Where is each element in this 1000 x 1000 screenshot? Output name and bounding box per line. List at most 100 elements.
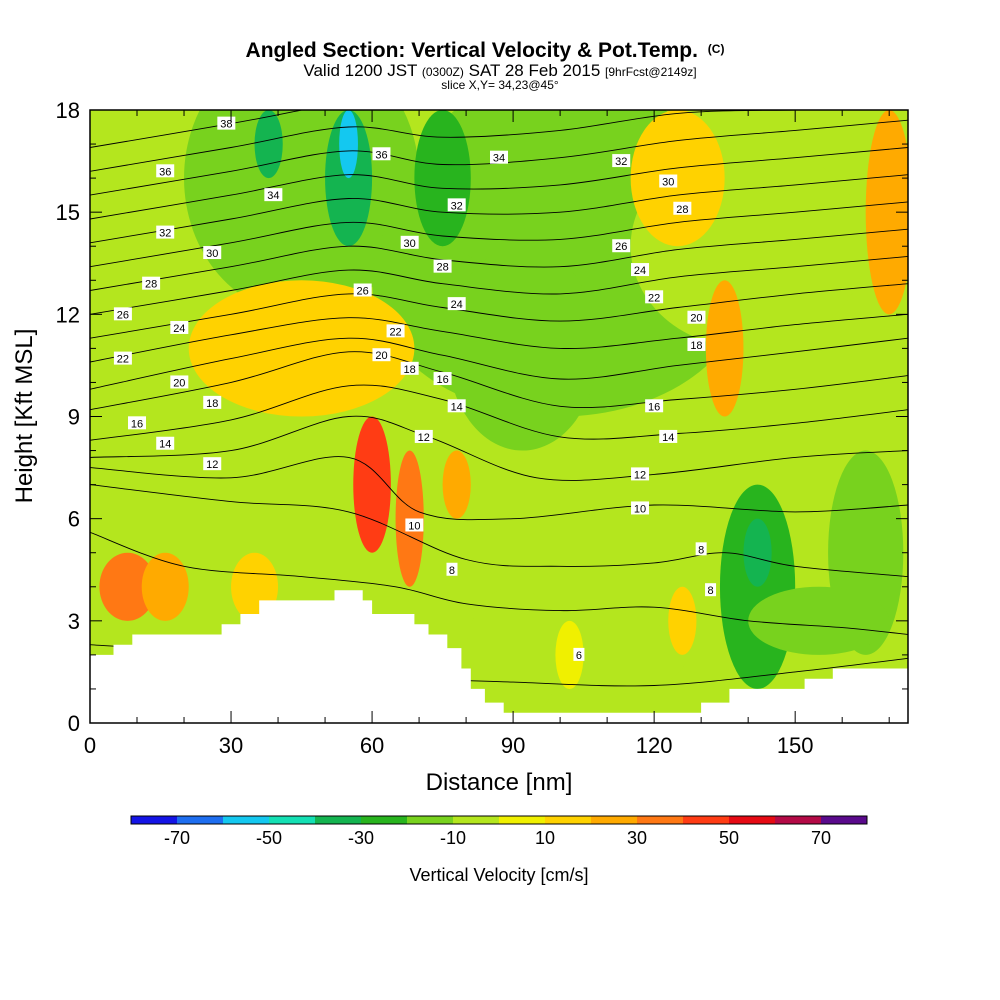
svg-text:36: 36 bbox=[159, 166, 171, 178]
svg-text:28: 28 bbox=[676, 204, 688, 216]
y-tick-label-4: 12 bbox=[56, 302, 80, 327]
svg-text:24: 24 bbox=[634, 265, 646, 277]
svg-text:24: 24 bbox=[451, 299, 463, 311]
velocity-region-26 bbox=[865, 110, 908, 315]
svg-text:8: 8 bbox=[707, 585, 713, 597]
velocity-region-6 bbox=[339, 110, 358, 179]
contour-label-40: 8 bbox=[446, 562, 458, 577]
colorbar-tick-6: 50 bbox=[719, 828, 739, 848]
colorbar-swatch-5 bbox=[361, 816, 407, 824]
svg-text:16: 16 bbox=[648, 401, 660, 413]
chart-slice-info: slice X,Y= 34,23@45° bbox=[441, 78, 559, 92]
colorbar-swatch-12 bbox=[683, 816, 729, 824]
svg-text:16: 16 bbox=[436, 374, 448, 386]
subtitle-valid: Valid 1200 JST bbox=[303, 61, 417, 80]
velocity-region-4 bbox=[447, 246, 598, 451]
svg-text:34: 34 bbox=[493, 153, 505, 165]
svg-text:8: 8 bbox=[698, 544, 704, 556]
theta-contour-18 bbox=[90, 337, 908, 390]
theta-contour-28 bbox=[90, 201, 908, 268]
svg-text:38: 38 bbox=[220, 119, 232, 131]
contour-label-32: 14 bbox=[156, 436, 175, 451]
svg-text:18: 18 bbox=[206, 398, 218, 410]
colorbar-swatch-11 bbox=[637, 816, 683, 824]
contour-label-6: 32 bbox=[447, 198, 466, 212]
colorbar-swatch-3 bbox=[269, 816, 315, 824]
svg-text:22: 22 bbox=[117, 354, 129, 366]
contour-label-12: 28 bbox=[433, 259, 452, 274]
contour-label-2: 36 bbox=[372, 147, 391, 161]
svg-text:30: 30 bbox=[206, 248, 218, 260]
y-tick-label-1: 3 bbox=[68, 609, 80, 634]
x-tick-label-5: 150 bbox=[777, 733, 814, 758]
svg-text:20: 20 bbox=[375, 350, 387, 362]
y-tick-label-3: 9 bbox=[68, 405, 80, 430]
svg-text:30: 30 bbox=[662, 177, 674, 189]
svg-text:22: 22 bbox=[389, 326, 401, 338]
svg-text:20: 20 bbox=[690, 313, 702, 325]
velocity-region-10 bbox=[574, 620, 688, 689]
velocity-region-8 bbox=[414, 110, 471, 247]
x-tick-label-0: 0 bbox=[84, 733, 96, 758]
plot-area: 38 36 36 34 34 32 32 32 30 30 30 28 28 28 26 26 26 24 24 24… bbox=[90, 110, 908, 723]
y-tick-label-5: 15 bbox=[56, 200, 80, 225]
svg-text:36: 36 bbox=[375, 149, 387, 161]
velocity-region-2 bbox=[419, 110, 702, 281]
theta-contour-12 bbox=[90, 415, 908, 481]
contour-label-36: 12 bbox=[414, 429, 433, 444]
colorbar-swatch-13 bbox=[729, 816, 775, 824]
contour-label-7: 32 bbox=[612, 154, 631, 168]
contour-label-24: 20 bbox=[372, 348, 391, 362]
svg-text:32: 32 bbox=[159, 228, 171, 240]
svg-text:26: 26 bbox=[357, 285, 369, 297]
contour-label-3: 34 bbox=[264, 188, 283, 202]
contour-label-30: 16 bbox=[433, 372, 452, 386]
y-tick-label-2: 6 bbox=[68, 507, 80, 532]
contour-label-41: 8 bbox=[695, 542, 707, 556]
contour-label-23: 20 bbox=[170, 375, 189, 389]
contour-label-19: 24 bbox=[631, 263, 650, 277]
theta-contour-8 bbox=[90, 484, 908, 578]
svg-text:26: 26 bbox=[615, 241, 627, 253]
contour-label-5: 32 bbox=[156, 225, 175, 240]
colorbar-swatch-10 bbox=[591, 816, 637, 824]
colorbar-swatch-6 bbox=[407, 816, 453, 824]
chart-title-mark: (C) bbox=[708, 42, 725, 56]
x-tick-label-2: 60 bbox=[360, 733, 384, 758]
colorbar-tick-0: -70 bbox=[164, 828, 190, 848]
theta-contours bbox=[90, 110, 908, 687]
svg-text:12: 12 bbox=[206, 459, 218, 471]
velocity-field bbox=[99, 110, 908, 723]
contour-label-35: 12 bbox=[203, 457, 222, 471]
velocity-region-14 bbox=[748, 586, 890, 655]
chart-title: Angled Section: Vertical Velocity & Pot.… bbox=[246, 39, 725, 62]
y-tick-label-0: 0 bbox=[68, 711, 80, 736]
contour-label-33: 14 bbox=[447, 399, 466, 413]
x-tick-label-1: 30 bbox=[219, 733, 243, 758]
colorbar-tick-5: 30 bbox=[627, 828, 647, 848]
contour-label-21: 22 bbox=[386, 324, 405, 338]
velocity-region-7 bbox=[254, 110, 283, 179]
svg-text:14: 14 bbox=[159, 439, 171, 451]
velocity-region-25 bbox=[705, 280, 744, 417]
contour-label-18: 24 bbox=[447, 297, 466, 311]
contour-label-0: 38 bbox=[217, 116, 236, 131]
velocity-region-27 bbox=[555, 620, 584, 689]
svg-text:20: 20 bbox=[173, 377, 185, 389]
colorbar-tick-1: -50 bbox=[256, 828, 282, 848]
theta-contour-6 bbox=[90, 531, 908, 635]
theta-contour-20 bbox=[90, 313, 908, 363]
colorbar-tick-3: -10 bbox=[440, 828, 466, 848]
theta-contour-10 bbox=[90, 456, 908, 521]
subtitle-date: SAT 28 Feb 2015 bbox=[469, 61, 601, 80]
svg-text:26: 26 bbox=[117, 309, 129, 321]
velocity-region-24 bbox=[630, 110, 725, 247]
colorbar-tick-4: 10 bbox=[535, 828, 555, 848]
colorbar-swatch-9 bbox=[545, 816, 591, 824]
contour-label-16: 26 bbox=[612, 239, 631, 253]
terrain bbox=[90, 590, 908, 723]
velocity-region-12 bbox=[743, 518, 772, 587]
contour-label-4: 34 bbox=[490, 150, 508, 165]
